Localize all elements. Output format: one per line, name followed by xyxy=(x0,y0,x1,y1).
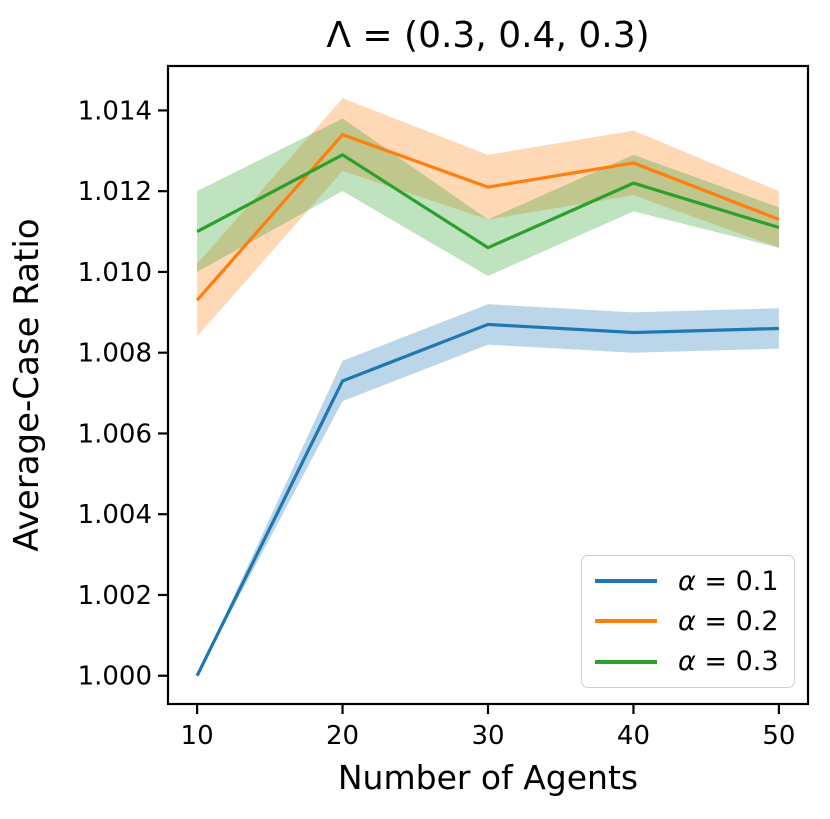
y-axis-label: Average-Case Ratio xyxy=(7,218,47,551)
y-tick-label-1.012: 1.012 xyxy=(78,177,152,207)
alpha-symbol: α xyxy=(678,565,696,597)
tick-marks xyxy=(158,109,781,714)
y-tick-label-1.004: 1.004 xyxy=(78,500,152,530)
x-tick-label-30: 30 xyxy=(471,721,504,751)
y-tick-label-1.006: 1.006 xyxy=(78,419,152,449)
series-line-1 xyxy=(195,133,780,302)
x-tick-label-50: 50 xyxy=(762,721,795,751)
legend-line-swatch-orange xyxy=(595,619,657,624)
legend-label: α = 0.2 xyxy=(678,608,779,635)
legend-label: α = 0.3 xyxy=(678,648,779,675)
y-tick-label-1.010: 1.010 xyxy=(78,258,152,288)
chart-title: Λ = (0.3, 0.4, 0.3) xyxy=(326,15,649,56)
tick-labels: 10 20 30 40 50 1.000 1.002 1.004 1.006 1.008 1.010… xyxy=(78,96,796,751)
x-tick-label-40: 40 xyxy=(617,721,650,751)
legend-label-value: = 0.1 xyxy=(695,565,779,597)
confidence-band-1 xyxy=(197,98,779,337)
legend-label: α = 0.1 xyxy=(678,568,779,595)
legend-item-alpha-0.2: α = 0.2 xyxy=(582,608,794,635)
legend: α = 0.1 α = 0.2 α = 0.3 xyxy=(581,555,795,688)
legend-line-swatch-blue xyxy=(595,579,657,584)
series-line-0 xyxy=(195,322,779,677)
alpha-symbol: α xyxy=(678,646,696,678)
y-tick-label-1.000: 1.000 xyxy=(78,662,152,692)
plot-frame xyxy=(166,64,810,706)
confidence-band-2 xyxy=(197,118,779,276)
legend-label-value: = 0.2 xyxy=(695,605,779,637)
series-lines xyxy=(195,133,780,677)
confidence-bands xyxy=(197,98,779,676)
legend-item-alpha-0.3: α = 0.3 xyxy=(582,648,794,675)
series-line-2 xyxy=(196,153,780,250)
x-axis-label: Number of Agents xyxy=(338,758,638,797)
legend-label-value: = 0.3 xyxy=(695,646,779,678)
y-tick-label-1.002: 1.002 xyxy=(78,581,152,611)
legend-item-alpha-0.1: α = 0.1 xyxy=(582,568,794,595)
y-tick-label-1.008: 1.008 xyxy=(78,339,152,369)
x-tick-label-10: 10 xyxy=(181,721,214,751)
alpha-symbol: α xyxy=(678,605,696,637)
legend-line-swatch-green xyxy=(595,659,657,664)
x-tick-label-20: 20 xyxy=(326,721,359,751)
y-tick-label-1.014: 1.014 xyxy=(78,96,152,126)
axes xyxy=(166,64,810,706)
confidence-band-0 xyxy=(197,304,779,676)
